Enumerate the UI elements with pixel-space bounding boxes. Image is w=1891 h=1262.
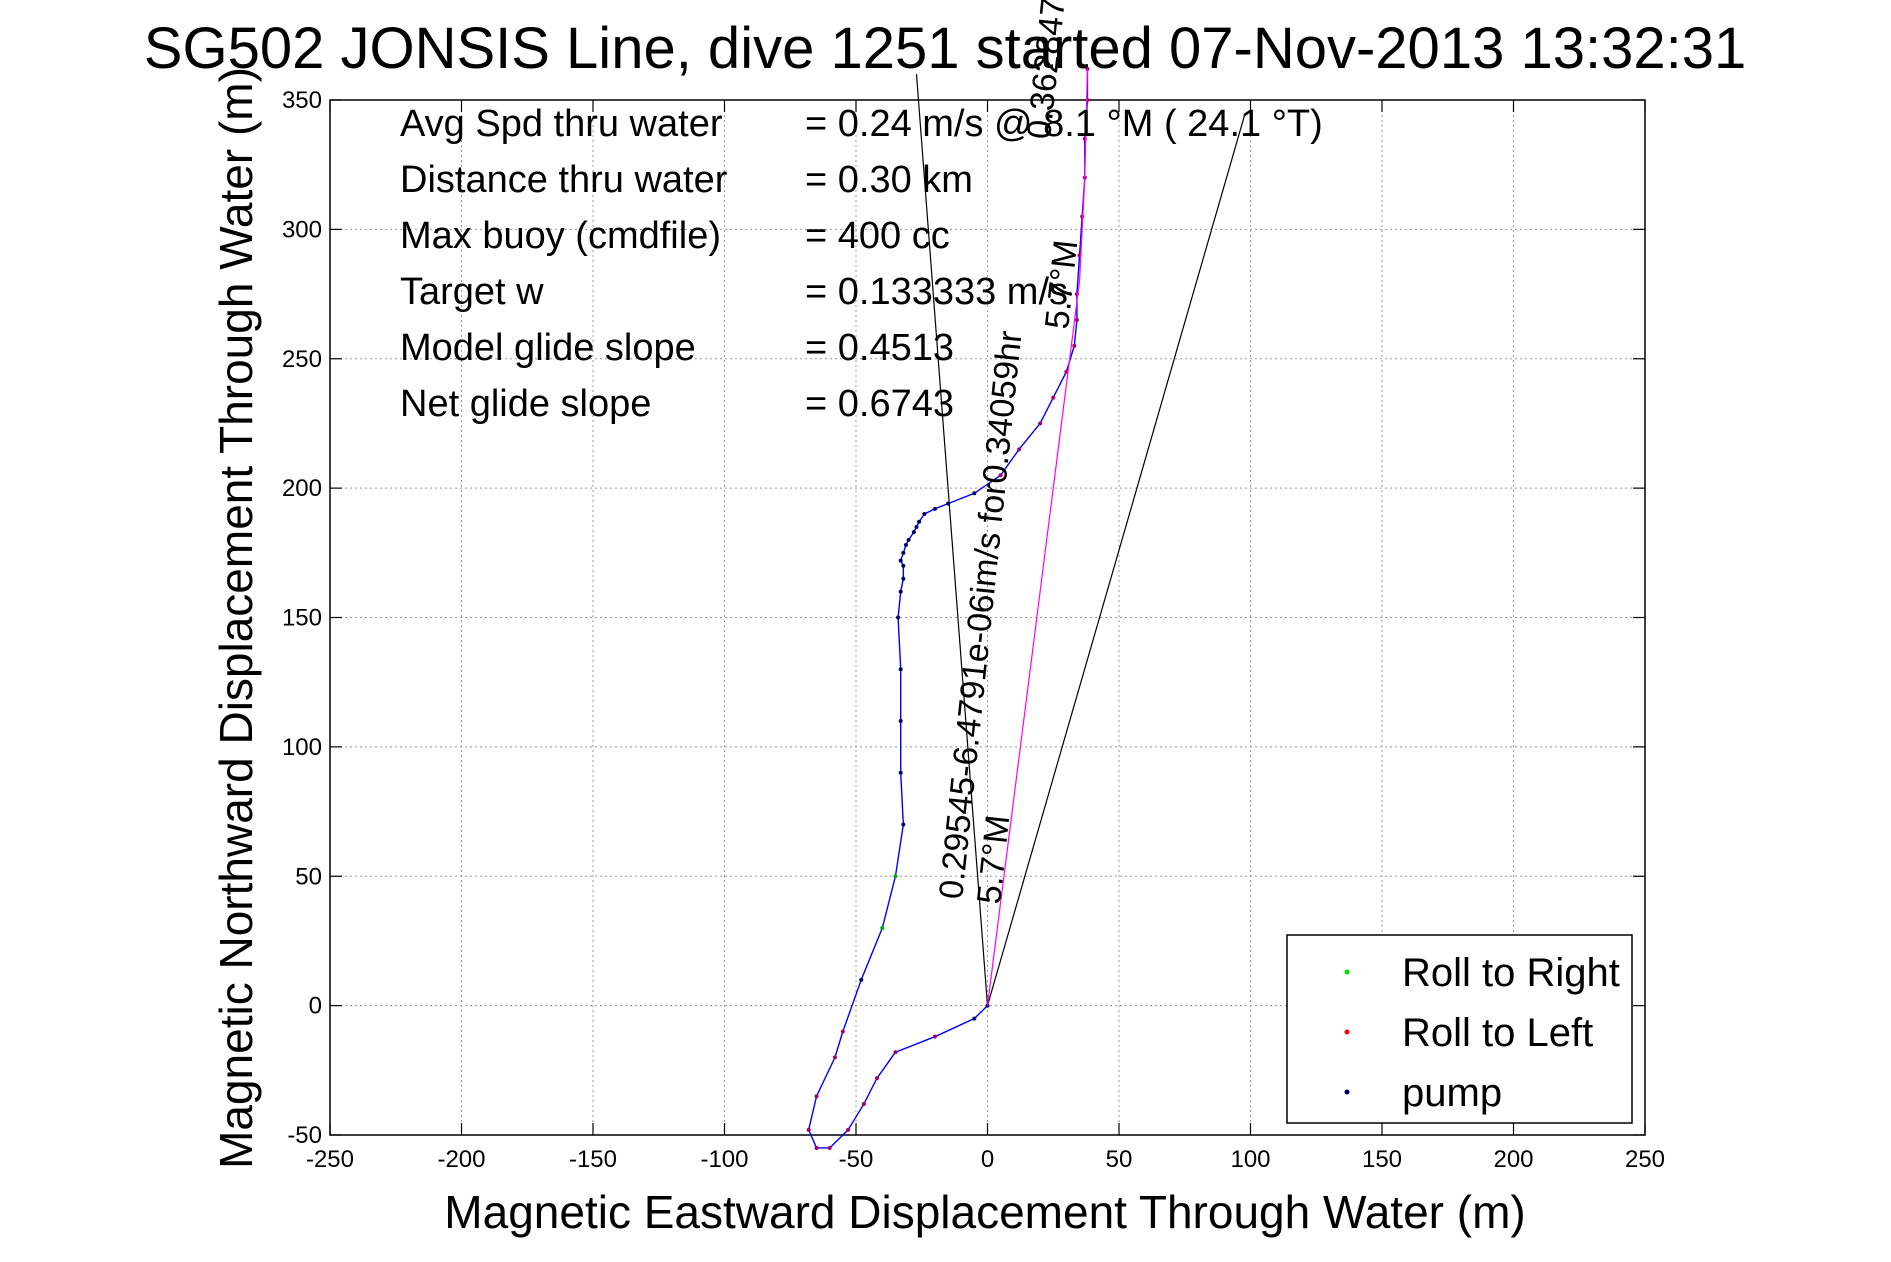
x-axis-label: Magnetic Eastward Displacement Through W… bbox=[444, 1186, 1525, 1238]
tick-label-y: 300 bbox=[282, 216, 322, 243]
stat-value: = 0.133333 m/s bbox=[805, 271, 1068, 313]
tick-label-y: 350 bbox=[282, 87, 322, 114]
data-point bbox=[896, 615, 901, 620]
series-group bbox=[806, 66, 1090, 1150]
data-point bbox=[880, 926, 885, 930]
data-point bbox=[1074, 317, 1079, 322]
data-point bbox=[861, 1101, 866, 1106]
legend-label: pump bbox=[1402, 1071, 1502, 1115]
data-point bbox=[859, 977, 864, 982]
legend: Roll to Right Roll to Left pump bbox=[1286, 934, 1633, 1124]
tick-label-x: -200 bbox=[437, 1146, 485, 1173]
legend-marker bbox=[1344, 1029, 1350, 1035]
data-point bbox=[898, 719, 903, 723]
legend-label: Roll to Left bbox=[1402, 1011, 1593, 1055]
data-point bbox=[814, 1145, 819, 1150]
data-point bbox=[1017, 447, 1022, 452]
annotation-text: 5.7°M bbox=[970, 813, 1017, 906]
data-point bbox=[875, 1076, 880, 1081]
tick-label-y: 0 bbox=[309, 993, 322, 1020]
legend-box bbox=[1286, 934, 1633, 1124]
data-point bbox=[903, 543, 908, 548]
reference-lines bbox=[915, 74, 1246, 1006]
stats-block: Avg Spd thru water = 0.24 m/s @ 8.1 °M ( … bbox=[400, 103, 1323, 425]
data-point bbox=[932, 506, 937, 511]
data-point bbox=[906, 537, 911, 542]
data-point bbox=[972, 491, 977, 496]
data-point bbox=[898, 589, 903, 594]
tick-label-x: -50 bbox=[839, 1146, 874, 1173]
data-point bbox=[898, 558, 903, 563]
data-point bbox=[972, 1016, 977, 1021]
stat-label: Max buoy (cmdfile) bbox=[400, 215, 721, 257]
tick-label-x: 250 bbox=[1625, 1146, 1665, 1173]
stat-value: = 0.30 km bbox=[805, 159, 973, 201]
data-point bbox=[898, 667, 903, 672]
legend-marker bbox=[1344, 1089, 1350, 1095]
data-point bbox=[1038, 421, 1043, 426]
stat-label: Model glide slope bbox=[400, 327, 696, 369]
data-point bbox=[832, 1055, 837, 1060]
stat-value: = 0.24 m/s @ 8.1 °M ( 24.1 °T) bbox=[805, 103, 1323, 145]
tick-label-y: 50 bbox=[295, 863, 322, 890]
data-point bbox=[840, 1029, 845, 1034]
data-point bbox=[998, 473, 1003, 478]
tick-label-y: 250 bbox=[282, 346, 322, 373]
y-axis-label: Magnetic Northward Displacement Through … bbox=[210, 67, 262, 1169]
data-point bbox=[827, 1145, 832, 1150]
tick-label-x: -250 bbox=[306, 1146, 354, 1173]
data-point bbox=[901, 822, 906, 827]
tick-label-x: 150 bbox=[1362, 1146, 1402, 1173]
data-point bbox=[946, 501, 951, 506]
data-point bbox=[901, 563, 906, 568]
data-point bbox=[846, 1127, 851, 1132]
tick-label-x: 50 bbox=[1106, 1146, 1133, 1173]
reference-line bbox=[915, 74, 989, 1006]
data-point bbox=[932, 1034, 937, 1039]
data-point bbox=[1051, 395, 1056, 400]
tick-label-y: 150 bbox=[282, 605, 322, 632]
data-point bbox=[898, 770, 903, 775]
data-point bbox=[806, 1127, 811, 1132]
data-point bbox=[1085, 98, 1090, 102]
legend-marker bbox=[1344, 969, 1350, 975]
data-point bbox=[914, 524, 919, 529]
data-point bbox=[917, 519, 922, 524]
tick-label-x: 100 bbox=[1230, 1146, 1270, 1173]
data-point bbox=[922, 512, 927, 516]
stat-label: Distance thru water bbox=[400, 159, 728, 201]
data-point bbox=[814, 1094, 819, 1099]
data-point bbox=[893, 874, 898, 879]
chart-title: SG502 JONSIS Line, dive 1251 started 07-… bbox=[144, 16, 1746, 81]
stat-value: = 0.4513 bbox=[805, 327, 954, 369]
data-point bbox=[911, 530, 916, 535]
stat-label: Net glide slope bbox=[400, 383, 651, 425]
data-point bbox=[893, 1050, 898, 1055]
data-point bbox=[901, 550, 906, 555]
tick-label-x: -150 bbox=[569, 1146, 617, 1173]
tick-label-y: 200 bbox=[282, 475, 322, 502]
stat-label: Avg Spd thru water bbox=[400, 103, 723, 145]
stat-value: = 0.6743 bbox=[805, 383, 954, 425]
series-line bbox=[986, 68, 1089, 1006]
stat-label: Target w bbox=[400, 271, 544, 313]
tick-label-y: 100 bbox=[282, 734, 322, 761]
legend-label: Roll to Right bbox=[1402, 951, 1620, 995]
tick-label-x: 200 bbox=[1493, 1146, 1533, 1173]
tick-label-x: 0 bbox=[981, 1146, 994, 1173]
reference-line bbox=[986, 112, 1246, 1006]
annotation-text: 5.7°M bbox=[1038, 238, 1085, 331]
tick-label-x: -100 bbox=[700, 1146, 748, 1173]
data-point bbox=[1072, 343, 1077, 348]
axis-ticks: -250 -200 -150 -100 -50 0 50 100 150 200 250 -50 0 50… bbox=[282, 87, 1665, 1173]
data-point bbox=[901, 576, 906, 581]
stat-value: = 400 cc bbox=[805, 215, 950, 257]
tick-label-y: -50 bbox=[287, 1122, 322, 1149]
